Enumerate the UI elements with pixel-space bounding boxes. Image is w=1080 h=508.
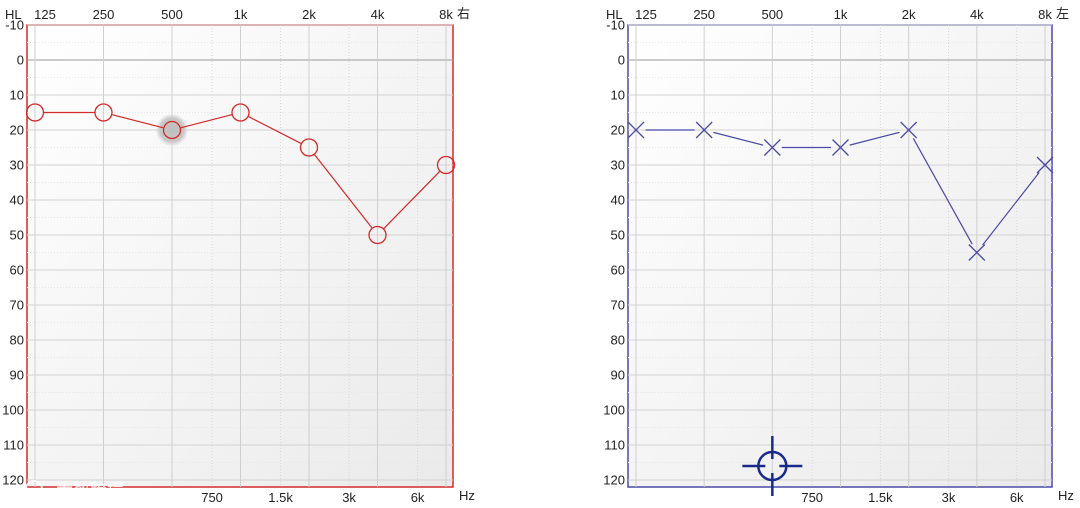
x-tick-label-bottom: 3k [942, 490, 956, 505]
series-segment [849, 131, 900, 146]
data-point-circle [94, 103, 113, 122]
y-tick-label: 30 [10, 158, 24, 173]
data-point-circle [231, 103, 250, 122]
series-segment [180, 114, 232, 129]
y-tick-label: 90 [611, 368, 625, 383]
y-tick-label: 50 [10, 228, 24, 243]
selected-point-halo [156, 114, 188, 146]
y-tick-label: 80 [10, 333, 24, 348]
x-tick-label-top: 4k [970, 7, 984, 22]
y-tick-label: 10 [10, 88, 24, 103]
data-point-circle [368, 225, 387, 245]
data-point-x [627, 121, 645, 139]
hz-label: Hz [459, 488, 475, 503]
crosshair-cursor-icon [742, 436, 803, 496]
series-segment [314, 154, 373, 229]
y-tick-label: 90 [10, 368, 24, 383]
y-tick-label: 10 [611, 88, 625, 103]
hl-label: HL [5, 7, 22, 22]
x-marker-stroke [1036, 156, 1054, 174]
x-marker-stroke [900, 121, 918, 139]
y-tick-label: 60 [611, 263, 625, 278]
y-tick-label: 100 [603, 403, 625, 418]
x-tick-label-bottom: 3k [342, 490, 356, 505]
y-tick-label: 110 [604, 438, 625, 453]
series-segment [982, 172, 1040, 246]
x-tick-label-bottom: 6k [411, 490, 425, 505]
x-tick-label-bottom: 6k [1010, 490, 1024, 505]
data-point-x [763, 139, 781, 156]
x-marker-stroke [627, 121, 645, 139]
y-tick-label: 30 [611, 158, 625, 173]
x-tick-label-top: 8k [1038, 7, 1052, 22]
y-tick-label: 40 [10, 193, 24, 208]
x-tick-label-top: 250 [93, 7, 115, 22]
watermark-text: 大数跨境 [56, 481, 124, 501]
series-segment [248, 116, 302, 144]
series-segment [112, 114, 164, 129]
x-tick-label-top: 125 [34, 7, 56, 22]
ear-label: 左 [1056, 7, 1069, 22]
x-tick-label-bottom: 750 [801, 490, 823, 505]
data-point-x [1036, 156, 1054, 174]
y-tick-label: -10 [5, 18, 24, 33]
y-tick-label: 20 [10, 123, 24, 138]
data-point-circle [299, 138, 319, 157]
hz-label: Hz [1058, 488, 1074, 503]
series-segment [383, 171, 441, 229]
series-segment [713, 131, 764, 146]
x-tick-label-top: 125 [635, 7, 657, 22]
x-tick-label-top: 1k [834, 7, 848, 22]
x-marker-stroke [968, 244, 986, 261]
x-marker-stroke [832, 139, 849, 156]
x-tick-label-bottom: 1.5k [268, 490, 293, 505]
x-tick-label-top: 250 [693, 7, 715, 22]
x-tick-label-top: 2k [902, 7, 916, 22]
y-tick-label: 50 [611, 228, 625, 243]
y-tick-label: 80 [611, 333, 625, 348]
y-tick-label: 40 [611, 193, 625, 208]
x-tick-label-top: 500 [761, 7, 783, 22]
data-point-x [900, 121, 918, 139]
y-tick-label: 60 [10, 263, 24, 278]
y-tick-label: -10 [606, 18, 625, 33]
data-point-circle [436, 155, 456, 175]
hl-label: HL [606, 7, 623, 22]
data-point-x [968, 244, 986, 261]
y-tick-label: 0 [17, 53, 24, 68]
data-point-circle [25, 103, 45, 122]
x-tick-label-top: 8k [439, 7, 453, 22]
left-ear-audiogram: -10 0 10 20 30 40 50 60 70 80 90 100 110 120 125 250 500… [603, 7, 1074, 505]
x-tick-label-top: 2k [302, 7, 316, 22]
y-tick-label: 100 [2, 403, 24, 418]
y-tick-label: 70 [10, 298, 24, 313]
data-point-circle [162, 120, 182, 140]
data-point-x [695, 121, 713, 139]
right-ear-audiogram: -10 0 10 20 30 40 50 60 70 80 90 100 110 120 125 250 500… [2, 7, 475, 505]
watermark: 大数跨境 [25, 480, 124, 501]
x-tick-label-bottom: 1.5k [868, 490, 893, 505]
x-marker-stroke [763, 139, 781, 156]
x-tick-label-top: 4k [371, 7, 385, 22]
x-tick-label-top: 1k [234, 7, 248, 22]
y-tick-label: 70 [611, 298, 625, 313]
y-tick-label: 0 [618, 53, 625, 68]
x-tick-label-top: 500 [161, 7, 183, 22]
ear-label: 右 [457, 7, 470, 22]
x-marker-stroke [695, 121, 713, 139]
data-point-x [832, 139, 849, 156]
series-segment [912, 138, 973, 245]
x-tick-label-bottom: 750 [201, 490, 223, 505]
y-tick-label: 120 [2, 473, 24, 488]
y-tick-label: 120 [603, 473, 625, 488]
watermark-logo-icon [25, 480, 43, 498]
y-tick-label: 20 [611, 123, 625, 138]
y-tick-label: 110 [3, 438, 24, 453]
